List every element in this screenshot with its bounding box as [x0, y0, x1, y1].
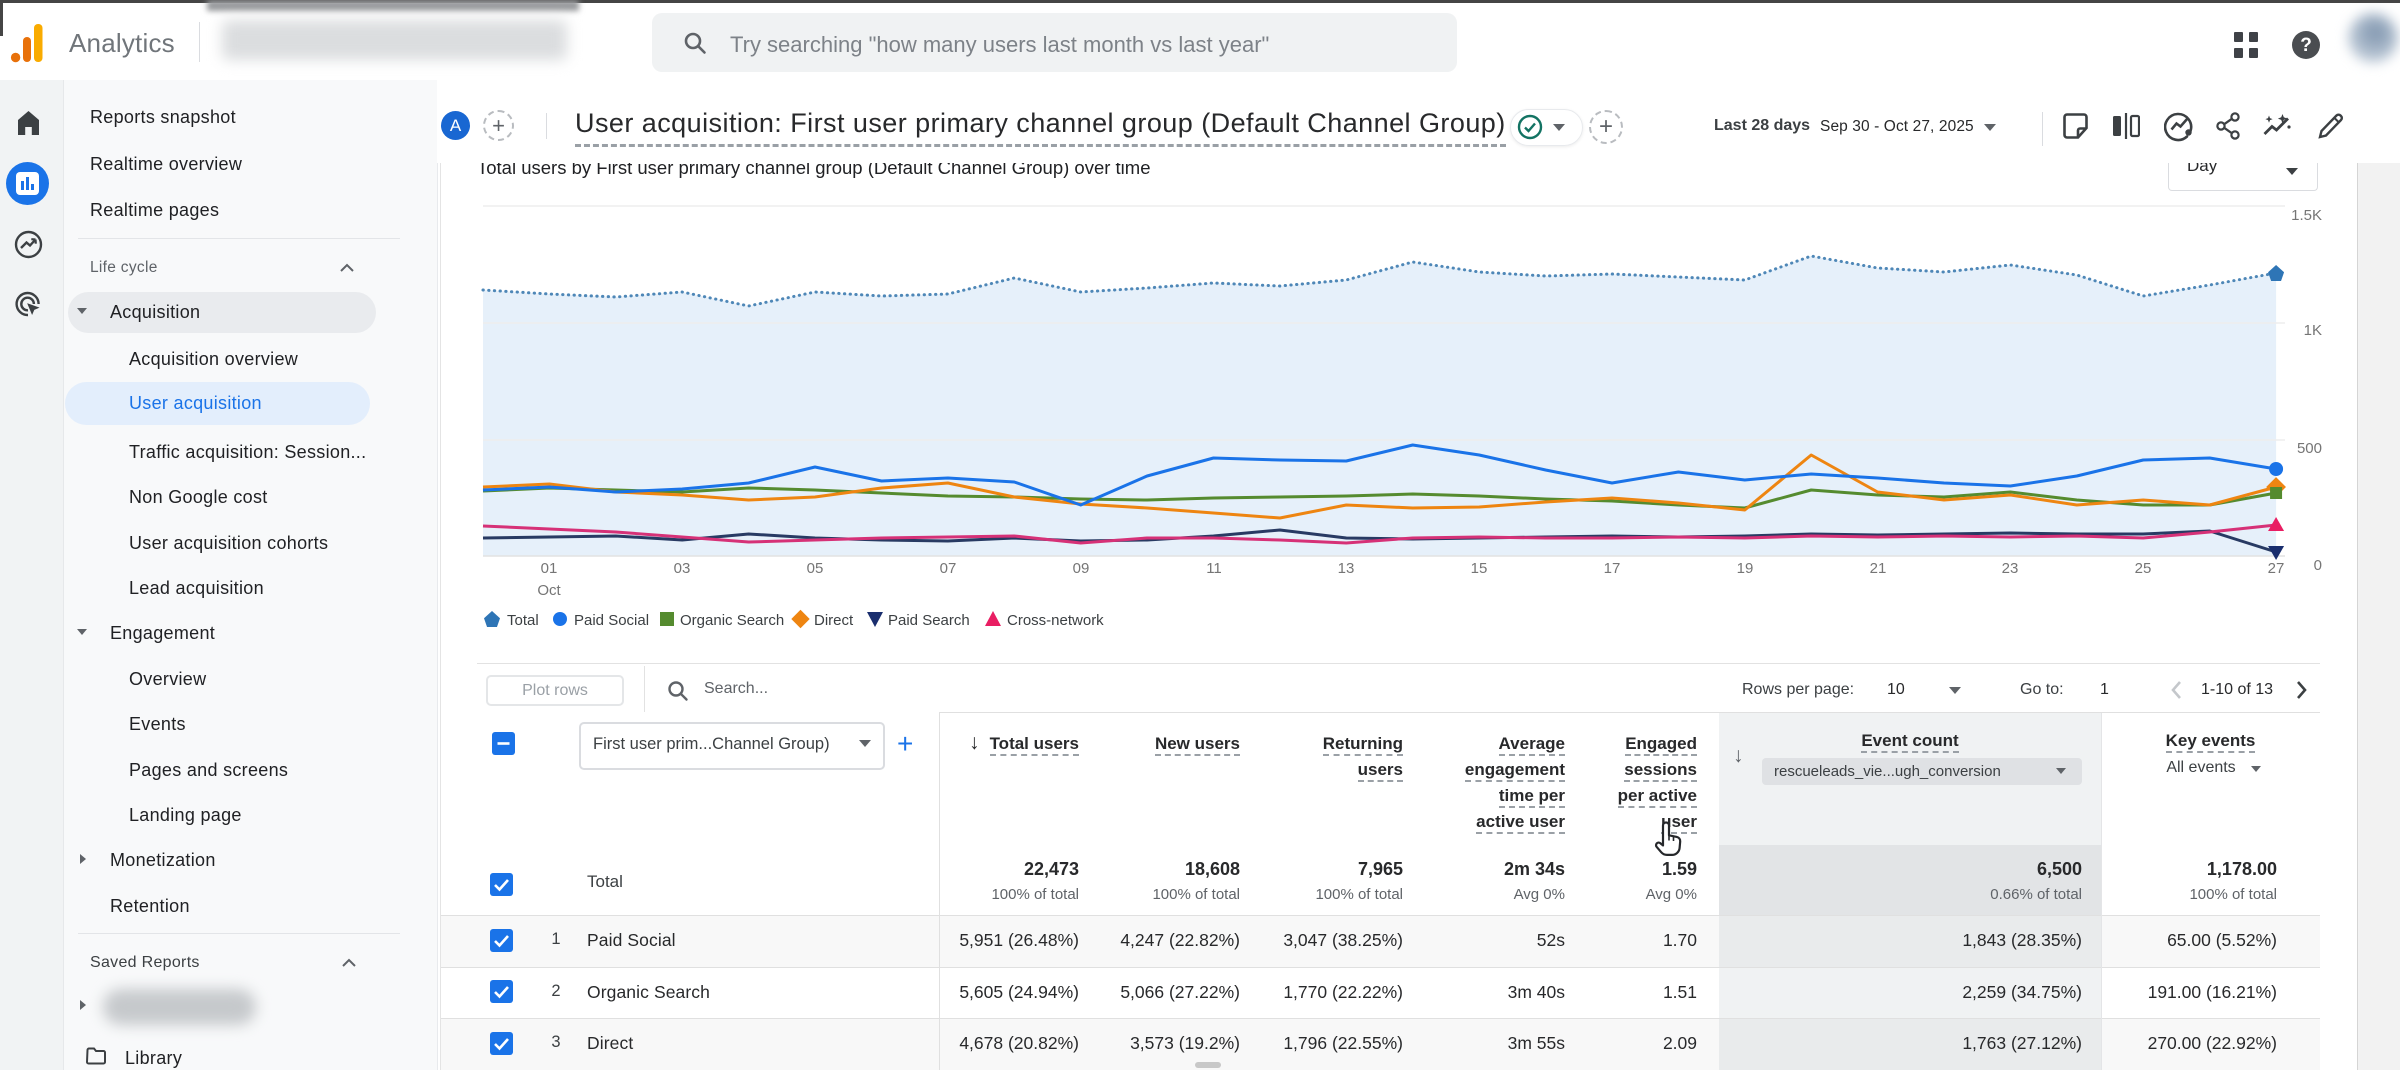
svg-text:1.5K: 1.5K — [2291, 207, 2322, 224]
svg-text:25: 25 — [2135, 560, 2152, 577]
svg-text:1K: 1K — [2304, 322, 2322, 339]
svg-text:13: 13 — [1338, 560, 1355, 577]
svg-text:Paid Search: Paid Search — [888, 612, 970, 629]
svg-text:Oct: Oct — [537, 582, 561, 599]
svg-text:21: 21 — [1870, 560, 1887, 577]
svg-text:Cross-network: Cross-network — [1007, 612, 1104, 629]
svg-text:500: 500 — [2297, 440, 2322, 457]
svg-text:11: 11 — [1206, 560, 1222, 577]
svg-text:07: 07 — [940, 560, 957, 577]
svg-text:0: 0 — [2314, 557, 2322, 574]
svg-text:Paid Social: Paid Social — [574, 612, 649, 629]
svg-text:Total users by First user prim: Total users by First user primary channe… — [477, 163, 1150, 178]
svg-text:19: 19 — [1737, 560, 1754, 577]
svg-text:03: 03 — [674, 560, 691, 577]
svg-text:Direct: Direct — [814, 612, 854, 629]
svg-text:09: 09 — [1073, 560, 1090, 577]
svg-text:05: 05 — [807, 560, 824, 577]
svg-text:Total: Total — [507, 612, 539, 629]
svg-text:17: 17 — [1604, 560, 1621, 577]
svg-text:27: 27 — [2268, 560, 2285, 577]
svg-text:15: 15 — [1471, 560, 1488, 577]
svg-text:01: 01 — [541, 560, 558, 577]
svg-text:23: 23 — [2002, 560, 2019, 577]
svg-text:Organic Search: Organic Search — [680, 612, 784, 629]
